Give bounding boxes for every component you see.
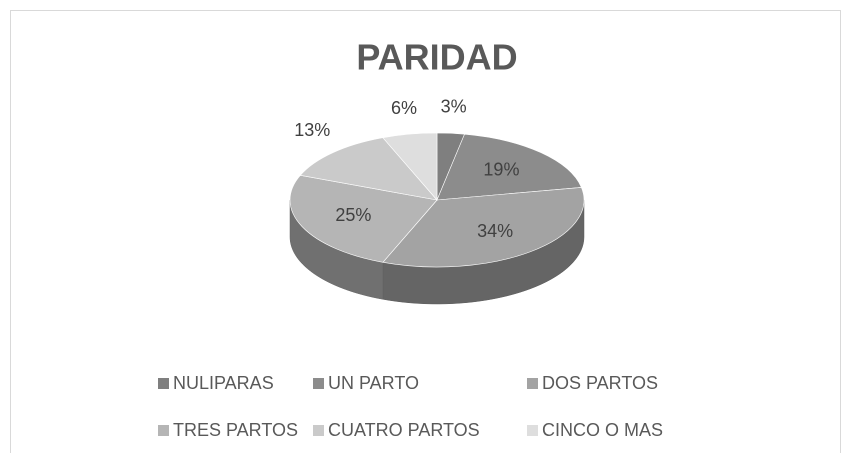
legend-swatch xyxy=(527,425,538,436)
legend-swatch xyxy=(527,378,538,389)
legend-label: NULIPARAS xyxy=(173,373,274,393)
pie-slice xyxy=(299,137,438,201)
legend-swatch xyxy=(158,378,169,389)
pie-slice xyxy=(289,175,438,263)
legend-label: CINCO O MAS xyxy=(542,420,663,440)
pie-slice xyxy=(382,132,438,201)
legend-label: TRES PARTOS xyxy=(173,420,298,440)
legend-swatch xyxy=(313,425,324,436)
data-label: 13% xyxy=(294,120,330,140)
legend-label: DOS PARTOS xyxy=(542,373,658,393)
legend-swatch xyxy=(313,378,324,389)
data-label: 34% xyxy=(477,221,513,241)
legend-label: CUATRO PARTOS xyxy=(328,420,480,440)
pie-slice xyxy=(436,133,582,201)
data-label: 3% xyxy=(441,97,467,117)
chart-title: PARIDAD xyxy=(356,37,517,78)
legend-label: UN PARTO xyxy=(328,373,419,393)
data-label: 6% xyxy=(391,98,417,118)
data-label: 25% xyxy=(335,205,371,225)
pie-slice xyxy=(382,187,585,268)
data-label: 19% xyxy=(483,159,519,179)
legend-swatch xyxy=(158,425,169,436)
